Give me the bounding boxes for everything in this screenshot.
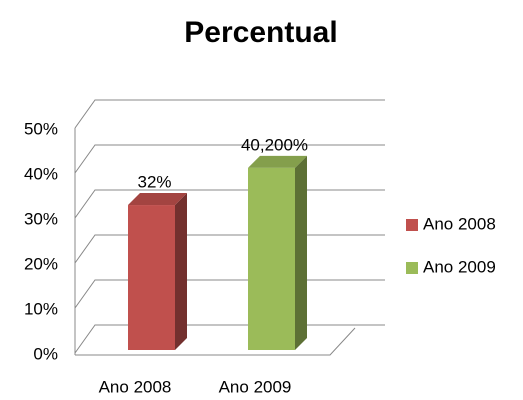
legend-label: Ano 2008 — [423, 214, 496, 233]
bar-side — [175, 193, 187, 350]
x-tick-label: Ano 2009 — [219, 377, 292, 396]
grid-line — [74, 99, 385, 129]
y-tick-label: 40% — [24, 164, 58, 183]
grid-line — [74, 279, 385, 309]
y-tick-label: 50% — [24, 119, 58, 138]
legend-swatch — [406, 262, 418, 274]
y-tick-label: 0% — [33, 344, 58, 363]
value-label: 40,200% — [241, 135, 308, 154]
bar-top — [128, 193, 187, 206]
y-tick-label: 20% — [24, 254, 58, 273]
bar-side — [295, 155, 307, 350]
bar-top — [248, 155, 307, 168]
x-tick-label: Ano 2008 — [99, 377, 172, 396]
grid-line — [74, 189, 385, 219]
grid-line — [74, 144, 385, 174]
bar — [248, 167, 295, 350]
bar — [128, 205, 175, 350]
legend-swatch — [406, 219, 418, 231]
y-tick-label: 10% — [24, 299, 58, 318]
legend-label: Ano 2009 — [423, 257, 496, 276]
value-label: 32% — [137, 173, 171, 192]
grid-line — [74, 324, 385, 354]
chart-title: Percentual — [184, 16, 337, 49]
y-tick-label: 30% — [24, 209, 58, 228]
floor-edge — [75, 327, 356, 356]
grid-line — [74, 234, 385, 264]
